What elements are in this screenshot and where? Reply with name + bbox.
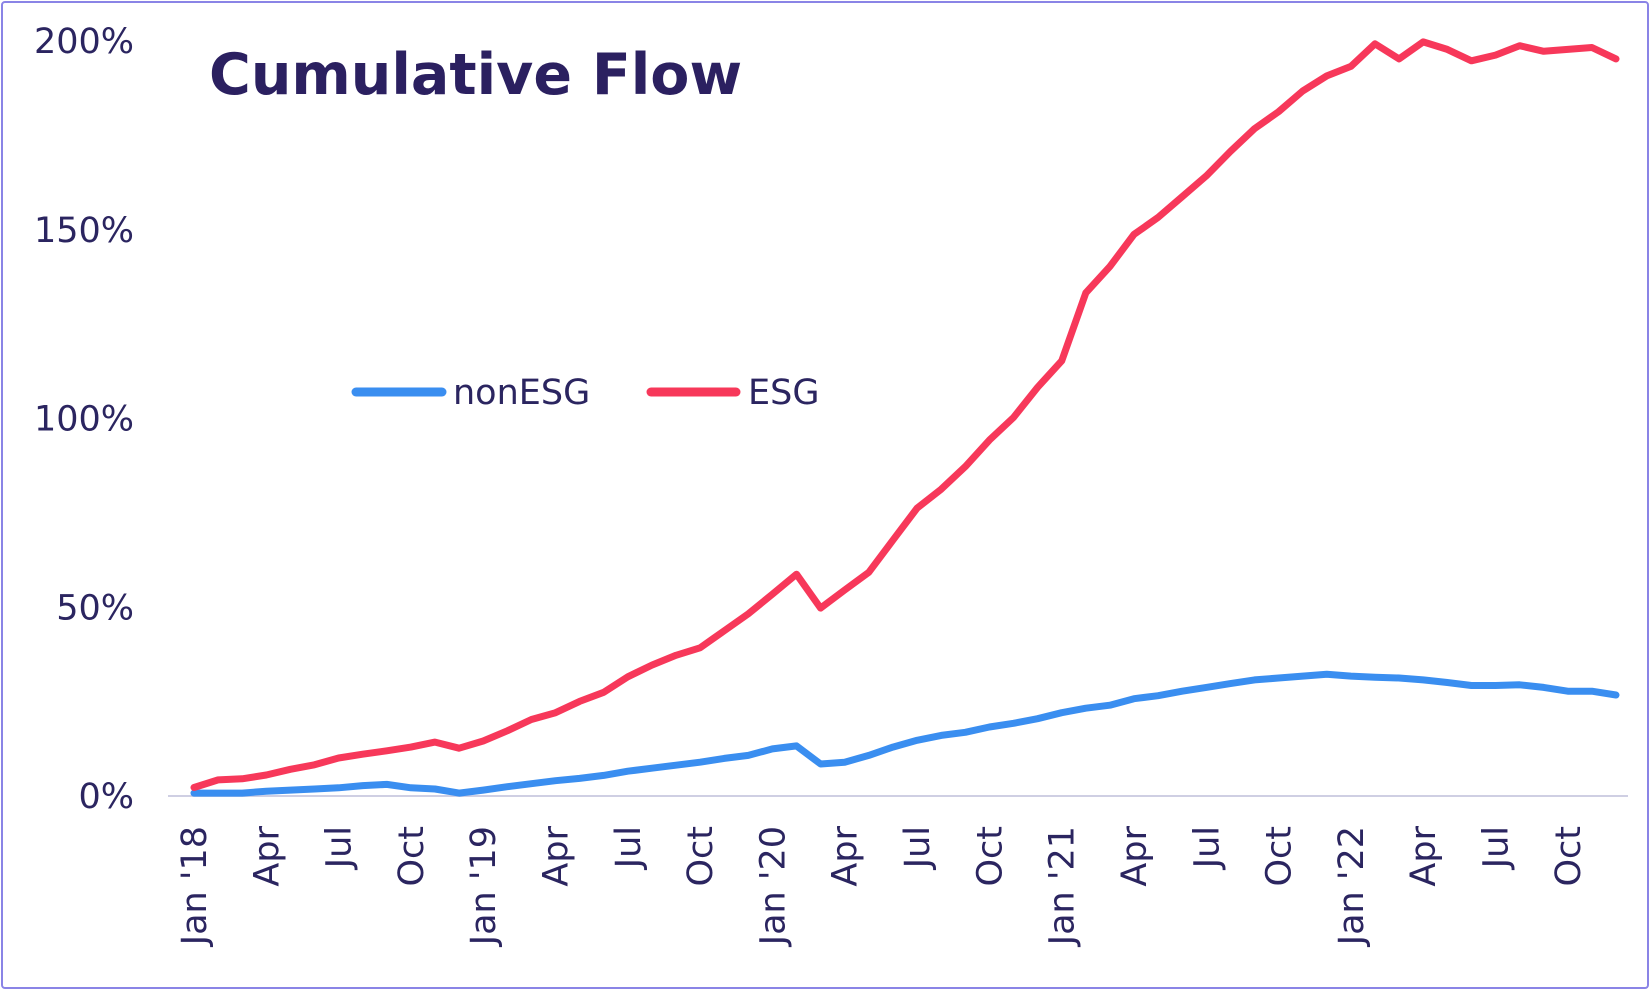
x-tick-label: Jul: [320, 826, 360, 870]
x-tick-label: Jul: [1187, 826, 1227, 870]
y-tick-label: 100%: [34, 400, 134, 440]
x-tick-label: Apr: [826, 825, 866, 886]
series-line-nonesg: [190, 670, 1620, 797]
x-tick-label: Apr: [1404, 825, 1444, 886]
x-tick-label: Jan '20: [753, 826, 793, 947]
series-line-esg: [190, 38, 1620, 791]
x-tick-label: Jan '22: [1332, 826, 1372, 947]
x-tick-label: Jan '18: [175, 826, 215, 947]
legend-label-esg: ESG: [748, 373, 819, 413]
x-tick-label: Oct: [1260, 826, 1300, 887]
x-tick-label: Oct: [392, 826, 432, 887]
y-tick-label: 150%: [34, 211, 134, 251]
x-tick-label: Oct: [970, 826, 1010, 887]
x-tick-label: Oct: [1549, 826, 1589, 887]
legend: nonESG ESG: [351, 373, 819, 413]
y-tick-label: 50%: [56, 588, 134, 628]
x-tick-label: Apr: [247, 825, 287, 886]
y-axis-ticks: 0% 50% 100% 150% 200%: [34, 22, 134, 817]
x-tick-label: Jul: [609, 826, 649, 870]
x-axis-ticks: Jan '18 Apr Jul Oct Jan '19 Apr Jul Oct Jan '20 A…: [175, 825, 1589, 947]
x-tick-label: Apr: [537, 825, 577, 886]
x-tick-label: Apr: [1115, 825, 1155, 886]
series-lines: [190, 38, 1620, 797]
x-tick-label: Oct: [681, 826, 721, 887]
x-tick-label: Jul: [1476, 826, 1516, 870]
x-tick-label: Jul: [898, 826, 938, 870]
x-tick-label: Jan '19: [464, 826, 504, 947]
y-tick-label: 0%: [78, 777, 134, 817]
legend-label-nonesg: nonESG: [453, 373, 590, 413]
chart-title: Cumulative Flow: [209, 42, 742, 108]
y-tick-label: 200%: [34, 22, 134, 62]
x-tick-label: Jan '21: [1043, 826, 1083, 947]
